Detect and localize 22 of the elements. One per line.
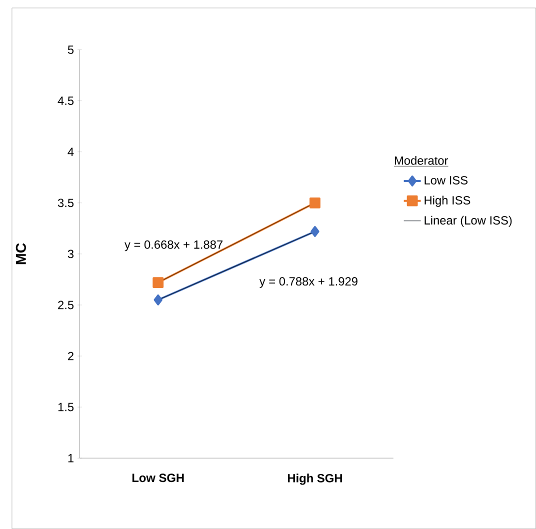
point: [154, 294, 162, 306]
legend-title: Moderator: [394, 156, 448, 165]
y-tick-label: 4: [68, 148, 74, 156]
legend-label: Linear (Low ISS): [424, 216, 512, 227]
legend-label: Low ISS: [424, 176, 468, 184]
y-tick-label: 2.5: [58, 300, 74, 310]
point: [152, 277, 164, 288]
x-tick-label: High SGH: [288, 474, 342, 485]
y-tick-label: 1: [68, 454, 74, 462]
y-tick-label: 5: [68, 46, 74, 54]
point: [310, 226, 320, 237]
point: [310, 197, 320, 208]
x-tick-label: Low SGH: [132, 474, 184, 482]
y-tick-label: 2: [68, 352, 74, 360]
y-tick-label: 1.5: [58, 402, 74, 412]
legend-label: High ISS: [424, 196, 470, 207]
annotation: y = 0.668x + 1.887: [124, 240, 222, 252]
annotation: y = 0.788x + 1.929: [259, 277, 358, 288]
y-tick-label: 3.5: [58, 198, 74, 208]
y-axis-title: MC: [16, 243, 26, 264]
y-tick-label: 4.5: [58, 96, 74, 105]
y-tick-label: 3: [68, 250, 74, 258]
